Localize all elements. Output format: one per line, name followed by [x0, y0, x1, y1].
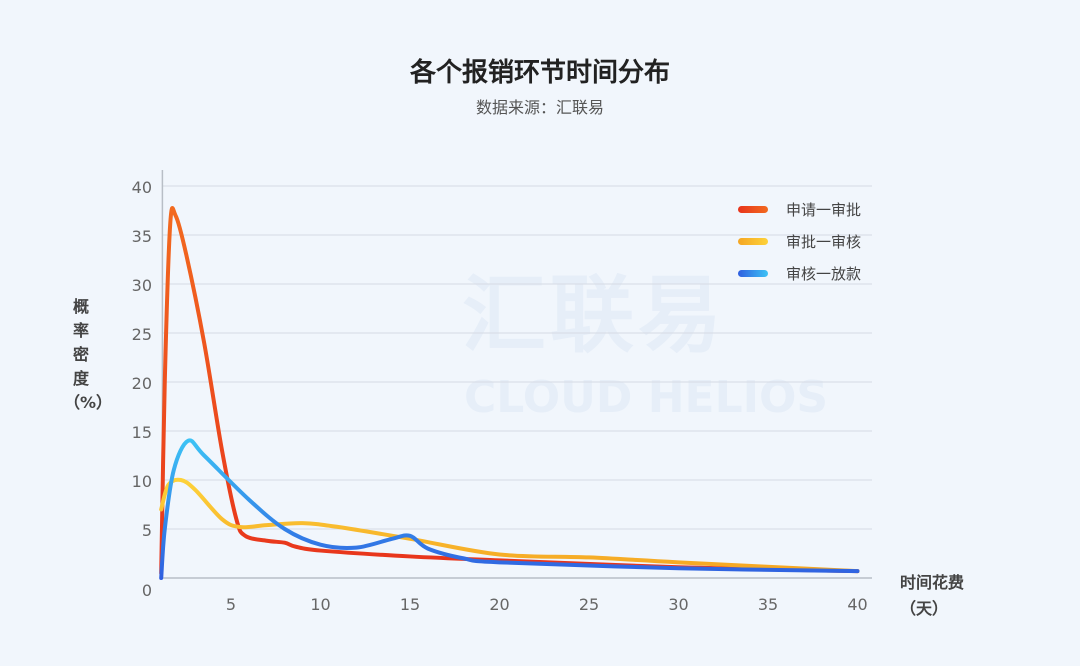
watermark: 汇联易: [462, 266, 727, 364]
legend-item[interactable]: 申请一审批: [738, 193, 861, 225]
x-tick-label: 35: [758, 595, 778, 614]
y-label-char: （%）: [64, 393, 113, 412]
legend-item[interactable]: 审批一审核: [738, 225, 861, 257]
series-line-3: [159, 438, 860, 580]
x-label-unit: （天）: [900, 599, 949, 618]
legend-label: 审核一放款: [786, 264, 862, 283]
legend-swatch: [738, 205, 768, 213]
y-label-char: 密: [72, 345, 89, 364]
chart-title: 各个报销环节时间分布: [409, 58, 670, 88]
y-tick-label: 10: [132, 472, 152, 491]
legend-swatch: [738, 269, 768, 277]
legend-label: 申请一审批: [786, 200, 862, 219]
y-tick-label: 40: [132, 178, 152, 197]
series-line-2: [159, 477, 860, 574]
x-tick-label: 20: [489, 595, 509, 614]
x-label-text: 时间花费: [900, 573, 965, 592]
y-tick-label: 5: [142, 521, 152, 540]
y-tick-label: 25: [132, 325, 152, 344]
x-tick-label: 5: [226, 595, 236, 614]
y-tick-label: 20: [132, 374, 152, 393]
legend: 申请一审批 审批一审核 审核一放款: [738, 193, 861, 289]
x-tick-label: 10: [310, 595, 330, 614]
x-tick-label: 15: [400, 595, 420, 614]
y-label-char: 率: [72, 321, 89, 340]
x-tick-label: 25: [579, 595, 599, 614]
x-tick-label: 30: [668, 595, 688, 614]
legend-label: 审批一审核: [786, 232, 862, 251]
legend-swatch: [738, 237, 768, 245]
x-axis-label: 时间花费 （天）: [900, 570, 964, 622]
y-label-char: 度: [72, 369, 89, 388]
chart-subtitle: 数据来源：汇联易: [475, 98, 604, 117]
y-tick-label: 15: [132, 423, 152, 442]
y-axis-label: 概 率 密 度 （%）: [64, 295, 113, 415]
y-tick-label: 0: [142, 581, 152, 600]
legend-item[interactable]: 审核一放款: [738, 257, 861, 289]
y-tick-label: 35: [132, 227, 152, 246]
y-label-char: 概: [72, 297, 89, 316]
watermark-en: CLOUD HELIOS: [464, 372, 829, 423]
y-tick-label: 30: [132, 276, 152, 295]
x-tick-label: 40: [847, 595, 867, 614]
